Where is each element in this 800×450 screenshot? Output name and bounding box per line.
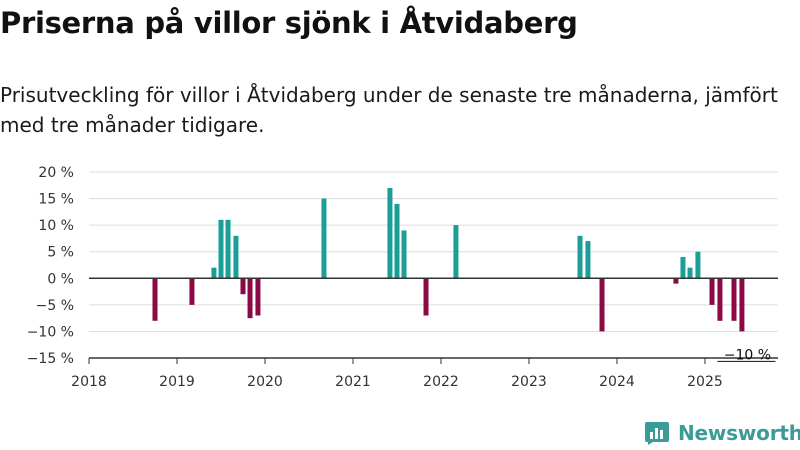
x-tick-label: 2019: [159, 374, 195, 390]
bar: [739, 278, 745, 332]
y-tick-label: −10 %: [27, 324, 74, 340]
bar: [695, 251, 701, 279]
bar: [599, 278, 605, 332]
bar: [211, 267, 217, 279]
bar: [401, 230, 407, 279]
newsworthy-logo: Newsworthy: [644, 420, 800, 446]
x-tick-label: 2020: [247, 374, 283, 390]
bar: [247, 278, 253, 319]
y-tick-label: −15 %: [27, 351, 74, 367]
bar: [255, 278, 261, 316]
bar: [152, 278, 158, 321]
x-tick-label: 2025: [687, 374, 723, 390]
x-tick-label: 2018: [71, 374, 107, 390]
bar: [453, 225, 459, 279]
bar: [387, 187, 393, 279]
y-tick-label: 20 %: [38, 165, 74, 181]
bar: [423, 278, 429, 316]
y-tick-label: −5 %: [36, 298, 74, 314]
bar: [673, 278, 679, 284]
bar: [240, 278, 246, 295]
bar: [687, 267, 693, 279]
x-tick-label: 2022: [423, 374, 459, 390]
y-tick-label: 10 %: [38, 218, 74, 234]
bar: [218, 219, 224, 279]
bar: [585, 241, 591, 279]
bar: [189, 278, 195, 305]
bar: [321, 198, 327, 279]
chart-subtitle: Prisutveckling för villor i Åtvidaberg u…: [0, 83, 778, 137]
bar: [731, 278, 737, 321]
newsworthy-logo-icon: [645, 422, 669, 445]
y-tick-label: 15 %: [38, 192, 74, 208]
bar: [225, 219, 231, 279]
y-tick-label: 0 %: [47, 271, 74, 287]
x-tick-label: 2023: [511, 374, 547, 390]
x-tick-label: 2024: [599, 374, 635, 390]
bar: [709, 278, 715, 305]
bar: [394, 203, 400, 279]
chart-title: Priserna på villor sjönk i Åtvidaberg: [0, 6, 578, 40]
bar: [233, 235, 239, 279]
x-tick-label: 2021: [335, 374, 371, 390]
y-tick-label: 5 %: [47, 245, 74, 261]
bar: [717, 278, 723, 321]
value-annotation: −10 %: [724, 347, 771, 363]
logo-text: Newsworthy: [678, 421, 800, 445]
bar: [577, 235, 583, 279]
bar: [680, 257, 686, 279]
